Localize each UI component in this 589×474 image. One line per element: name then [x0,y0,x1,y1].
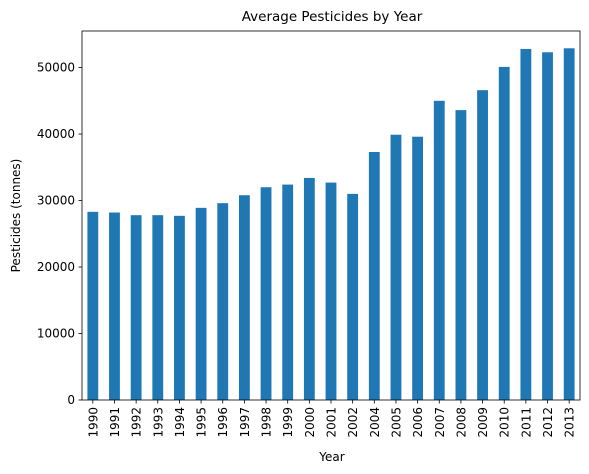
bar-1995 [195,207,207,400]
x-tick-label: 2005 [389,407,403,438]
x-tick-label: 1995 [195,407,209,438]
x-tick-label: 2000 [303,407,317,438]
x-tick-label: 2013 [563,407,577,438]
bar-2008 [455,110,467,400]
x-tick-label: 2012 [541,407,555,438]
x-tick-label: 1999 [281,407,295,438]
x-tick-label: 2010 [498,407,512,438]
x-tick-label: 2004 [368,407,382,438]
x-tick-label: 2011 [519,407,533,438]
bar-2012 [542,52,553,401]
y-tick-label: 20000 [37,260,75,274]
x-tick-label: 2006 [411,407,425,438]
bar-1990 [87,211,99,400]
x-tick-label: 1991 [108,407,122,438]
chart-title: Average Pesticides by Year [242,9,423,25]
x-axis-title: Year [318,450,344,464]
y-tick-label: 50000 [37,61,75,75]
bar-1997 [238,195,250,400]
bar-2000 [303,177,315,400]
bar-1994 [174,215,185,400]
y-axis: 0 10000 20000 30000 40000 50000 [37,61,82,407]
x-tick-label: 1997 [238,407,252,438]
bar-1999 [282,184,294,400]
y-tick-label: 10000 [37,327,75,341]
x-tick-label: 1992 [130,407,144,438]
x-tick-label: 2007 [433,407,447,438]
bar-1991 [109,212,120,400]
plot-frame [81,30,581,401]
bar-1998 [260,187,272,400]
bar-2001 [325,182,337,400]
x-tick-label: 1994 [173,407,187,438]
bar-2002 [347,193,359,400]
bar-1993 [152,215,164,400]
bar-2009 [477,90,488,400]
x-tick-label: 2002 [346,407,360,438]
x-tick-label: 1990 [86,407,100,438]
y-tick-label: 40000 [37,127,75,141]
y-axis-title: Pesticides (tonnes) [9,159,23,273]
x-axis: 1990 1991 1992 1993 1994 1995 1996 1997 1998 1999… [86,400,577,438]
bar-2010 [498,66,510,400]
x-tick-label: 1996 [216,407,230,438]
bar-2013 [563,48,575,400]
bar-2007 [433,100,445,400]
y-tick-label: 0 [67,393,75,407]
bar-1992 [130,215,142,400]
x-tick-label: 2008 [454,407,468,438]
y-tick-label: 30000 [37,194,75,208]
x-tick-label: 1998 [260,407,274,438]
x-tick-label: 2009 [476,407,490,438]
x-tick-label: 2001 [325,407,339,438]
bar-1996 [217,203,229,400]
bar-2005 [390,134,402,400]
plot-area [87,48,575,401]
bar-2011 [520,48,532,400]
x-tick-label: 1993 [151,407,165,438]
bar-2004 [368,152,380,400]
bar-2006 [412,136,424,401]
